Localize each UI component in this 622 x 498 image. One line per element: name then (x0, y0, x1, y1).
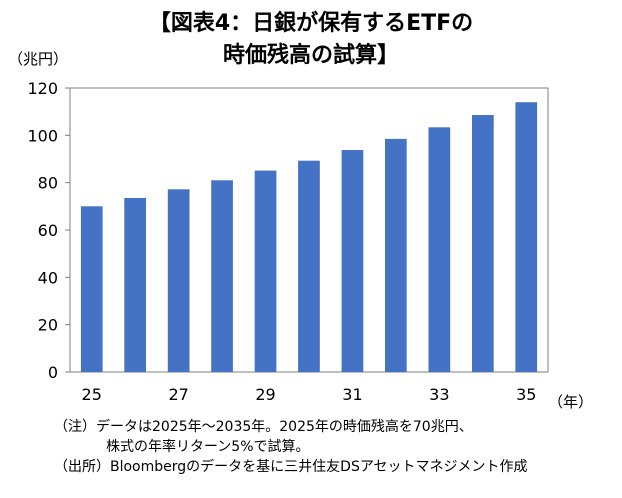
source-line: （出所）Bloombergのデータを基に三井住友DSアセットマネジメント作成 (54, 459, 528, 475)
y-tick-label: 40 (38, 268, 58, 287)
y-tick-label: 100 (27, 126, 58, 145)
bar-25 (80, 206, 103, 372)
x-tick-label: 29 (255, 385, 275, 404)
y-axis-unit: （兆円） (8, 50, 68, 68)
x-tick-label: 25 (82, 385, 102, 404)
x-tick-label: 33 (429, 385, 449, 404)
bar-29 (254, 170, 277, 372)
title-line-1: 【図表4：日銀が保有するETFの (148, 11, 474, 36)
bar-31 (341, 150, 364, 372)
bar-chart: 0 20 40 60 80 100 120 25 27 29 31 33 35 （兆円） （年） (8, 50, 593, 411)
bar-32 (385, 138, 407, 372)
footnotes: （注）データは2025年～2035年。2025年の時価残高を70兆円、 株式の年… (54, 417, 528, 477)
bar-26 (124, 198, 146, 372)
y-tick-label: 120 (27, 79, 58, 98)
y-tick-label: 80 (38, 174, 58, 193)
y-tick-label: 60 (38, 221, 58, 240)
bar-34 (472, 115, 494, 372)
note-line-2: 株式の年率リターン5%で試算。 (106, 439, 310, 455)
bar-30 (298, 160, 320, 372)
bars-group (80, 102, 538, 372)
x-axis-ticks: 25 27 29 31 33 35 (82, 385, 537, 404)
y-axis-ticks: 0 20 40 60 80 100 120 (27, 79, 70, 382)
title-line-2: 時価残高の試算】 (222, 43, 399, 68)
bar-27 (167, 189, 190, 372)
x-tick-label: 27 (168, 385, 188, 404)
bar-28 (211, 180, 233, 372)
chart-title: 【図表4：日銀が保有するETFの 時価残高の試算】 (0, 8, 622, 72)
bar-35 (515, 102, 538, 372)
note-line-1: （注）データは2025年～2035年。2025年の時価残高を70兆円、 (54, 419, 473, 435)
y-tick-label: 0 (48, 363, 58, 382)
bar-33 (428, 127, 451, 372)
y-tick-label: 20 (38, 316, 58, 335)
x-tick-label: 31 (342, 385, 362, 404)
x-axis-unit: （年） (548, 393, 593, 411)
x-tick-label: 35 (516, 385, 536, 404)
